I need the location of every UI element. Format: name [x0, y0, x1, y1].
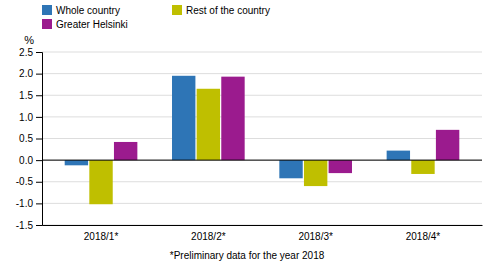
y-tick-mark — [36, 95, 42, 96]
y-tick: 1.5 — [19, 90, 42, 101]
legend-label: Rest of the country — [186, 5, 270, 16]
y-tick-label: 1.0 — [19, 112, 33, 123]
chart: -1.5-1.0-0.50.00.51.01.52.02.52018/1*201… — [0, 0, 494, 265]
legend: Whole country Rest of the country Greater … — [42, 5, 270, 30]
y-axis-title: % — [24, 34, 34, 46]
x-tick: 2018/1* — [84, 225, 119, 242]
x-tick: 2018/2* — [191, 225, 226, 242]
y-tick: 2.0 — [19, 68, 42, 79]
grid-line — [42, 138, 482, 139]
y-tick-mark — [36, 182, 42, 183]
legend-swatch — [172, 5, 182, 15]
x-tick-label: 2018/3* — [298, 231, 333, 242]
y-tick-mark — [36, 139, 42, 140]
y-tick-mark — [36, 203, 42, 204]
y-tick-label: 0.5 — [19, 133, 33, 144]
axis-line — [43, 225, 483, 226]
y-tick-mark — [36, 160, 42, 161]
grid-line — [42, 52, 482, 53]
x-tick-label: 2018/4* — [406, 231, 441, 242]
y-tick: 0.5 — [19, 133, 42, 144]
bar-series — [114, 77, 459, 173]
zero-line — [42, 160, 482, 161]
y-tick-label: 0.0 — [19, 155, 33, 166]
bar — [89, 160, 112, 204]
bar — [329, 160, 352, 173]
bar — [387, 151, 410, 161]
footnote: *Preliminary data for the year 2018 — [170, 250, 325, 261]
y-tick: 0.0 — [19, 155, 42, 166]
grid-line — [42, 225, 482, 226]
legend-item: Whole country — [42, 5, 120, 16]
grid-line — [42, 95, 482, 96]
y-tick-label: 2.5 — [19, 47, 33, 58]
x-tick-label: 2018/2* — [191, 231, 226, 242]
bar — [436, 130, 459, 160]
y-tick-mark — [36, 225, 42, 226]
grid — [42, 52, 482, 225]
legend-label: Whole country — [56, 5, 120, 16]
legend-item: Greater Helsinki — [42, 19, 128, 30]
plot: -1.5-1.0-0.50.00.51.01.52.02.52018/1*201… — [16, 47, 483, 242]
x-tick: 2018/4* — [406, 225, 441, 242]
x-axis: 2018/1* 2018/2* 2018/3* 2018/4* — [43, 225, 483, 242]
x-tick: 2018/3* — [298, 225, 333, 242]
y-tick: -1.5 — [16, 220, 42, 231]
y-tick-label: 1.5 — [19, 90, 33, 101]
legend-swatch — [42, 5, 52, 15]
bar — [221, 77, 244, 160]
y-tick: -0.5 — [16, 176, 42, 187]
y-axis: -1.5 -1.0 -0.5 0.0 0.5 1.0 1.5 2.0 2.5 — [16, 47, 43, 231]
bar-series — [89, 89, 434, 204]
y-tick-mark — [36, 52, 42, 53]
axis-line — [36, 53, 43, 226]
y-tick-label: -0.5 — [16, 176, 34, 187]
y-tick: 2.5 — [19, 47, 42, 58]
y-tick-label: 2.0 — [19, 68, 33, 79]
legend-swatch — [42, 19, 52, 29]
y-tick-label: -1.0 — [16, 198, 34, 209]
bar — [197, 89, 220, 160]
y-tick: -1.0 — [16, 198, 42, 209]
y-tick-label: -1.5 — [16, 220, 34, 231]
bars — [65, 76, 460, 204]
bar — [172, 76, 195, 160]
bar — [114, 142, 137, 160]
grid-line — [42, 116, 482, 117]
bar — [411, 160, 434, 174]
legend-label: Greater Helsinki — [56, 19, 128, 30]
grid-line — [42, 160, 482, 161]
bar-series — [65, 76, 410, 179]
grid-line — [42, 73, 482, 74]
y-tick: 1.0 — [19, 112, 42, 123]
bar — [279, 160, 302, 178]
x-tick-label: 2018/1* — [84, 231, 119, 242]
bar — [304, 160, 327, 186]
y-tick-mark — [36, 74, 42, 75]
bar — [65, 160, 88, 165]
y-tick-mark — [36, 117, 42, 118]
legend-item: Rest of the country — [172, 5, 270, 16]
